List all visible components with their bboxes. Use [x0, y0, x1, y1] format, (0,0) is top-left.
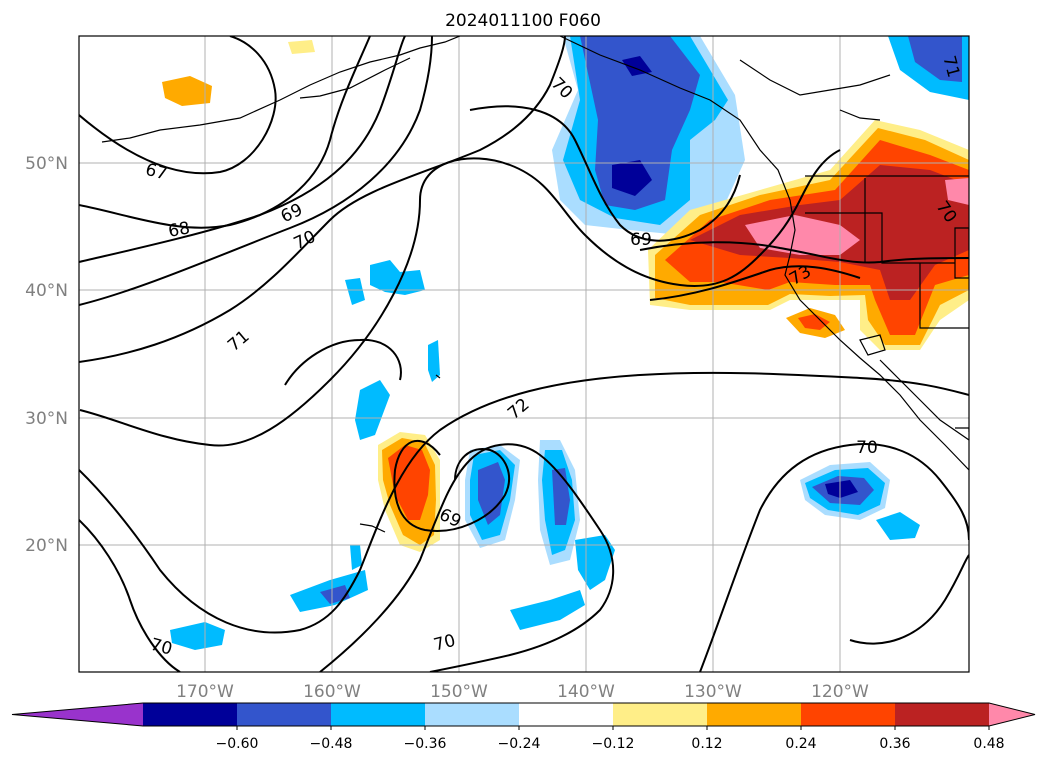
latitude-labels: 50°N 40°N 30°N 20°N — [25, 154, 68, 556]
colorbar-tick-label: −0.48 — [310, 736, 353, 752]
plot-area: 67 68 69 70 71 70 69 73 70 72 69 70 70 7… — [79, 36, 969, 672]
contour-label: 70 — [432, 631, 458, 656]
height-contours — [79, 36, 969, 672]
lon-label: 130°W — [684, 682, 742, 702]
lon-label: 120°W — [811, 682, 869, 702]
colorbar-tick-label: 0.24 — [785, 736, 816, 752]
colorbar-segment — [519, 703, 614, 726]
contour-70-east-sub — [699, 443, 969, 672]
plot-frame — [78, 35, 970, 673]
colorbar-segment — [895, 703, 990, 726]
contour-73 — [639, 241, 969, 264]
map-title: 2024011100 F060 — [445, 11, 601, 31]
contour-label: 72 — [504, 395, 533, 424]
coast-alaska — [101, 36, 461, 143]
lat-label: 30°N — [25, 409, 68, 429]
lat-label: 50°N — [25, 154, 68, 174]
contour-70-loop — [79, 149, 841, 447]
colorbar-segment — [331, 703, 426, 726]
colorbar-tick-label: −0.36 — [404, 736, 447, 752]
colorbar-segment — [707, 703, 802, 726]
lon-label: 170°W — [176, 682, 234, 702]
colorbar-outline — [11, 702, 1036, 727]
lat-label: 20°N — [25, 536, 68, 556]
colorbar-tick-label: 0.36 — [879, 736, 910, 752]
colorbar-tick-label: 0.48 — [973, 736, 1004, 752]
lon-label: 160°W — [303, 682, 361, 702]
contour-label: 67 — [143, 160, 169, 185]
coastlines — [101, 36, 969, 533]
contour-67 — [79, 36, 277, 175]
colorbar-segment — [143, 703, 238, 726]
contour-label: 71 — [224, 327, 253, 356]
contour-label: 70 — [547, 74, 576, 103]
colorbar-tick-label: 0.12 — [691, 736, 722, 752]
contour-label: 70 — [291, 227, 319, 254]
colorbar-segment — [425, 703, 520, 726]
colorbar-tick-label: −0.24 — [498, 736, 541, 752]
contour-69-north — [79, 36, 406, 263]
longitude-labels: 170°W 160°W 150°W 140°W 130°W 120°W — [176, 682, 869, 702]
contour-69-south — [393, 439, 510, 532]
colorbar-segment — [801, 703, 896, 726]
colorbar-tick-label: −0.60 — [216, 736, 259, 752]
colorbar-tick-label: −0.12 — [592, 736, 635, 752]
gridlines — [79, 36, 969, 672]
contour-68 — [79, 36, 371, 229]
coast-northwest — [559, 36, 969, 471]
colorbar-extend-high — [989, 703, 1035, 726]
contour-70-north — [79, 36, 433, 306]
shaded-fields — [162, 36, 969, 650]
lon-label: 150°W — [430, 682, 488, 702]
colorbar-segment — [237, 703, 332, 726]
contour-69-east — [469, 105, 741, 242]
lon-label: 140°W — [557, 682, 615, 702]
contour-72 — [79, 371, 969, 634]
contour-71 — [79, 36, 566, 363]
contour-label: 68 — [167, 218, 192, 241]
contour-label: 69 — [630, 230, 652, 250]
colorbar: −0.60 −0.48 −0.36 −0.24 −0.12 0.12 0.24 0.36 0.4… — [11, 702, 1036, 752]
lat-label: 40°N — [25, 281, 68, 301]
contour-label: 70 — [148, 635, 174, 660]
contour-label: 70 — [856, 438, 878, 458]
colorbar-segment — [613, 703, 708, 726]
contour-70-south — [319, 443, 615, 672]
colorbar-extend-low — [12, 703, 143, 726]
